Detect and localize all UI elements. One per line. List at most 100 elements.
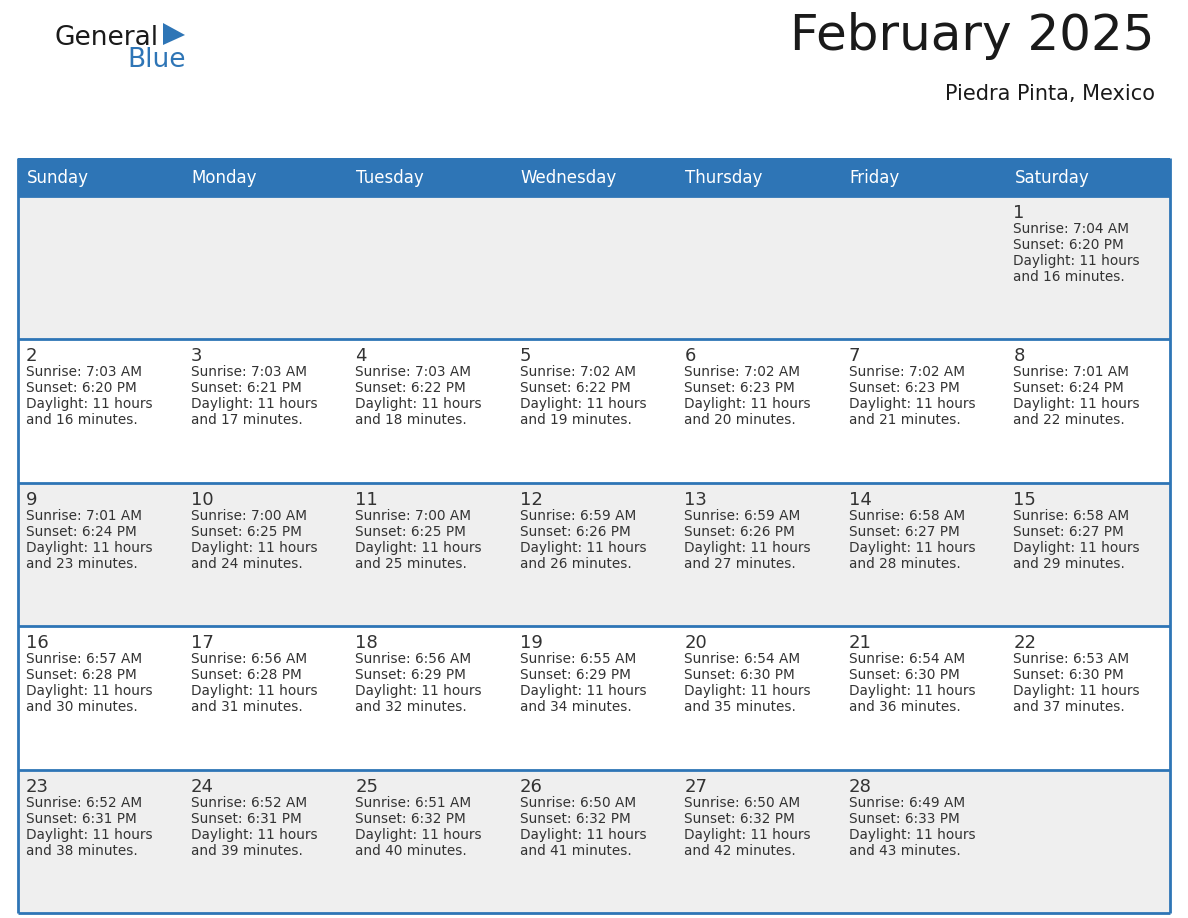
- Text: Daylight: 11 hours: Daylight: 11 hours: [849, 541, 975, 554]
- Text: 8: 8: [1013, 347, 1025, 365]
- Text: and 25 minutes.: and 25 minutes.: [355, 557, 467, 571]
- Text: Sunrise: 7:02 AM: Sunrise: 7:02 AM: [849, 365, 965, 379]
- Text: Tuesday: Tuesday: [356, 169, 424, 187]
- Text: and 26 minutes.: and 26 minutes.: [519, 557, 632, 571]
- Text: Sunrise: 7:02 AM: Sunrise: 7:02 AM: [519, 365, 636, 379]
- Text: Sunrise: 6:55 AM: Sunrise: 6:55 AM: [519, 652, 636, 666]
- Text: Sunrise: 7:01 AM: Sunrise: 7:01 AM: [1013, 365, 1130, 379]
- Text: Sunrise: 6:53 AM: Sunrise: 6:53 AM: [1013, 652, 1130, 666]
- Text: 17: 17: [190, 634, 214, 652]
- Text: 24: 24: [190, 778, 214, 796]
- Text: Sunset: 6:29 PM: Sunset: 6:29 PM: [519, 668, 631, 682]
- Text: and 38 minutes.: and 38 minutes.: [26, 844, 138, 857]
- Text: and 16 minutes.: and 16 minutes.: [1013, 270, 1125, 284]
- Text: Sunrise: 7:02 AM: Sunrise: 7:02 AM: [684, 365, 801, 379]
- Text: Daylight: 11 hours: Daylight: 11 hours: [519, 828, 646, 842]
- Bar: [841, 158, 1005, 196]
- Text: 23: 23: [26, 778, 49, 796]
- Text: Sunset: 6:30 PM: Sunset: 6:30 PM: [1013, 668, 1124, 682]
- Text: Sunrise: 6:58 AM: Sunrise: 6:58 AM: [1013, 509, 1130, 522]
- Text: Saturday: Saturday: [1015, 169, 1089, 187]
- Text: 22: 22: [1013, 634, 1036, 652]
- Text: Sunrise: 6:51 AM: Sunrise: 6:51 AM: [355, 796, 472, 810]
- Text: and 16 minutes.: and 16 minutes.: [26, 413, 138, 428]
- Text: Sunrise: 6:56 AM: Sunrise: 6:56 AM: [190, 652, 307, 666]
- Text: 3: 3: [190, 347, 202, 365]
- Polygon shape: [163, 23, 185, 45]
- Text: Daylight: 11 hours: Daylight: 11 hours: [684, 397, 811, 411]
- Text: 21: 21: [849, 634, 872, 652]
- Text: Sunrise: 6:52 AM: Sunrise: 6:52 AM: [26, 796, 143, 810]
- Text: Daylight: 11 hours: Daylight: 11 hours: [519, 684, 646, 699]
- Text: Daylight: 11 hours: Daylight: 11 hours: [26, 541, 152, 554]
- Text: Daylight: 11 hours: Daylight: 11 hours: [26, 684, 152, 699]
- Text: General: General: [55, 25, 159, 51]
- Text: Sunset: 6:33 PM: Sunset: 6:33 PM: [849, 812, 960, 825]
- Text: Sunrise: 7:01 AM: Sunrise: 7:01 AM: [26, 509, 143, 522]
- Text: and 18 minutes.: and 18 minutes.: [355, 413, 467, 428]
- Text: Daylight: 11 hours: Daylight: 11 hours: [849, 397, 975, 411]
- Text: 9: 9: [26, 491, 38, 509]
- Text: Blue: Blue: [127, 47, 185, 73]
- Text: Sunrise: 7:04 AM: Sunrise: 7:04 AM: [1013, 222, 1130, 236]
- Text: February 2025: February 2025: [790, 12, 1155, 60]
- Text: and 19 minutes.: and 19 minutes.: [519, 413, 632, 428]
- Text: Sunrise: 6:49 AM: Sunrise: 6:49 AM: [849, 796, 965, 810]
- Bar: [18, 158, 183, 196]
- Text: Sunset: 6:26 PM: Sunset: 6:26 PM: [519, 525, 631, 539]
- Text: Daylight: 11 hours: Daylight: 11 hours: [355, 397, 482, 411]
- Text: Sunset: 6:29 PM: Sunset: 6:29 PM: [355, 668, 466, 682]
- Text: Sunrise: 7:03 AM: Sunrise: 7:03 AM: [26, 365, 143, 379]
- Text: Sunset: 6:22 PM: Sunset: 6:22 PM: [355, 381, 466, 396]
- Text: and 31 minutes.: and 31 minutes.: [190, 700, 302, 714]
- Text: 1: 1: [1013, 204, 1025, 222]
- Text: Sunset: 6:31 PM: Sunset: 6:31 PM: [26, 812, 137, 825]
- Text: Sunrise: 6:56 AM: Sunrise: 6:56 AM: [355, 652, 472, 666]
- Text: Sunset: 6:20 PM: Sunset: 6:20 PM: [1013, 238, 1124, 252]
- Text: Sunrise: 7:03 AM: Sunrise: 7:03 AM: [355, 365, 472, 379]
- Text: Sunset: 6:21 PM: Sunset: 6:21 PM: [190, 381, 302, 396]
- Text: Sunrise: 6:50 AM: Sunrise: 6:50 AM: [684, 796, 801, 810]
- Bar: [1005, 158, 1170, 196]
- Text: Piedra Pinta, Mexico: Piedra Pinta, Mexico: [944, 84, 1155, 104]
- Text: Daylight: 11 hours: Daylight: 11 hours: [519, 541, 646, 554]
- Text: Daylight: 11 hours: Daylight: 11 hours: [355, 684, 482, 699]
- Text: and 39 minutes.: and 39 minutes.: [190, 844, 303, 857]
- Text: Sunset: 6:24 PM: Sunset: 6:24 PM: [26, 525, 137, 539]
- Text: 5: 5: [519, 347, 531, 365]
- Text: Sunset: 6:27 PM: Sunset: 6:27 PM: [1013, 525, 1124, 539]
- Text: Sunset: 6:28 PM: Sunset: 6:28 PM: [26, 668, 137, 682]
- Text: Daylight: 11 hours: Daylight: 11 hours: [684, 828, 811, 842]
- Text: and 17 minutes.: and 17 minutes.: [190, 413, 302, 428]
- Text: Sunset: 6:25 PM: Sunset: 6:25 PM: [190, 525, 302, 539]
- Text: 15: 15: [1013, 491, 1036, 509]
- Text: Sunset: 6:31 PM: Sunset: 6:31 PM: [190, 812, 302, 825]
- Text: 25: 25: [355, 778, 378, 796]
- Text: 4: 4: [355, 347, 367, 365]
- Text: Sunrise: 6:52 AM: Sunrise: 6:52 AM: [190, 796, 307, 810]
- Text: Sunset: 6:28 PM: Sunset: 6:28 PM: [190, 668, 302, 682]
- Text: Sunrise: 6:57 AM: Sunrise: 6:57 AM: [26, 652, 143, 666]
- Bar: [18, 769, 1170, 913]
- Text: Daylight: 11 hours: Daylight: 11 hours: [849, 828, 975, 842]
- Text: and 42 minutes.: and 42 minutes.: [684, 844, 796, 857]
- Text: 2: 2: [26, 347, 38, 365]
- Text: Daylight: 11 hours: Daylight: 11 hours: [1013, 684, 1140, 699]
- Text: 13: 13: [684, 491, 707, 509]
- Text: Daylight: 11 hours: Daylight: 11 hours: [1013, 541, 1140, 554]
- Text: Daylight: 11 hours: Daylight: 11 hours: [26, 397, 152, 411]
- Text: Daylight: 11 hours: Daylight: 11 hours: [519, 397, 646, 411]
- Text: Daylight: 11 hours: Daylight: 11 hours: [190, 397, 317, 411]
- Text: and 41 minutes.: and 41 minutes.: [519, 844, 632, 857]
- Text: 6: 6: [684, 347, 696, 365]
- Text: 27: 27: [684, 778, 707, 796]
- Text: and 27 minutes.: and 27 minutes.: [684, 557, 796, 571]
- Bar: [183, 158, 347, 196]
- Text: Sunset: 6:24 PM: Sunset: 6:24 PM: [1013, 381, 1124, 396]
- Text: Sunset: 6:32 PM: Sunset: 6:32 PM: [684, 812, 795, 825]
- Text: Thursday: Thursday: [685, 169, 763, 187]
- Text: and 29 minutes.: and 29 minutes.: [1013, 557, 1125, 571]
- Text: Wednesday: Wednesday: [520, 169, 617, 187]
- Bar: [18, 626, 1170, 769]
- Text: and 36 minutes.: and 36 minutes.: [849, 700, 961, 714]
